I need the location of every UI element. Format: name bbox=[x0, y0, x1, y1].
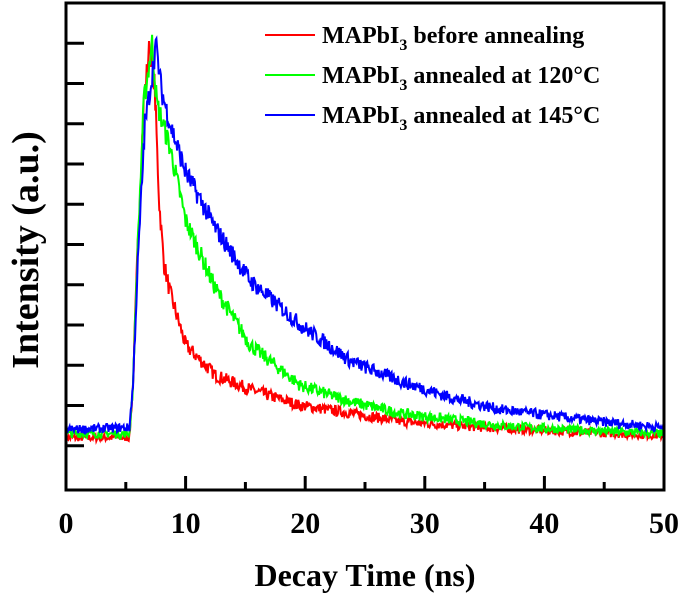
series-line-1 bbox=[65, 34, 665, 441]
x-tick-label: 50 bbox=[649, 507, 679, 540]
x-tick-label: 20 bbox=[290, 507, 320, 540]
legend-label-1: MAPbI3 annealed at 120°C bbox=[322, 63, 600, 94]
series-layer bbox=[65, 34, 665, 445]
tick-layer: 0 10 20 30 40 50 bbox=[59, 41, 679, 540]
x-tick-label: 0 bbox=[59, 507, 74, 540]
legend-label-2: MAPbI3 annealed at 145°C bbox=[322, 103, 600, 134]
series-line-2 bbox=[65, 35, 665, 436]
series-line-0 bbox=[65, 40, 665, 445]
legend-label-0: MAPbI3 before annealing bbox=[322, 23, 584, 54]
x-tick-label: 10 bbox=[171, 507, 201, 540]
y-axis-label: Intensity (a.u.) bbox=[5, 131, 47, 369]
x-tick-label: 30 bbox=[410, 507, 440, 540]
x-tick-label: 40 bbox=[529, 507, 559, 540]
x-axis-label: Decay Time (ns) bbox=[254, 557, 475, 593]
legend: MAPbI3 before annealing MAPbI3 annealed a… bbox=[265, 23, 600, 134]
